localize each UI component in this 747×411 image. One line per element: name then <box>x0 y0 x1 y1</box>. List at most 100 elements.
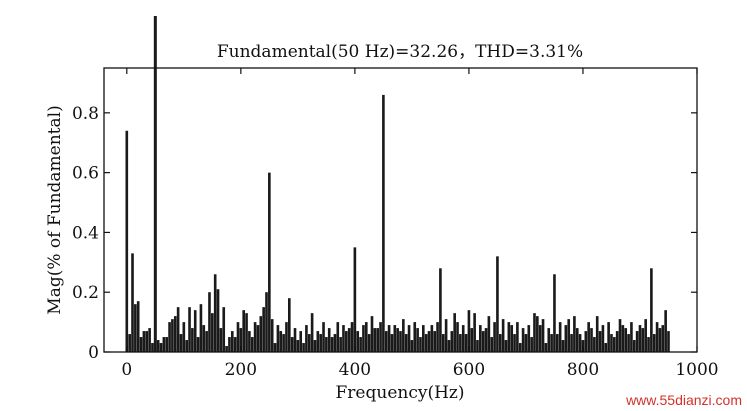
harmonic-bar <box>196 337 200 352</box>
harmonic-bar <box>479 325 482 352</box>
harmonic-bar <box>453 313 456 352</box>
harmonic-bar <box>305 325 308 352</box>
harmonic-bar <box>171 319 174 352</box>
harmonic-bar <box>179 334 183 352</box>
harmonic-bar <box>370 316 374 352</box>
harmonic-bar <box>419 337 422 352</box>
harmonic-bar <box>299 331 303 352</box>
harmonic-bar <box>259 316 263 352</box>
harmonic-bar <box>211 313 214 352</box>
harmonic-bar <box>253 322 257 352</box>
x-tick-label: 0 <box>121 360 132 380</box>
harmonic-bar <box>379 322 382 352</box>
harmonic-bar <box>641 328 645 352</box>
harmonic-bar <box>493 322 496 352</box>
harmonic-bar <box>242 310 246 352</box>
harmonic-bar <box>584 331 588 352</box>
harmonic-bar <box>555 334 559 352</box>
harmonic-bar <box>587 322 590 352</box>
harmonic-bar <box>558 322 562 352</box>
harmonic-bar <box>613 337 616 352</box>
harmonic-bar <box>325 337 328 352</box>
harmonic-bar <box>191 328 194 352</box>
harmonic-bar <box>145 331 149 352</box>
harmonic-bar <box>205 331 208 352</box>
harmonic-bar <box>439 268 442 352</box>
harmonic-bar <box>564 325 568 352</box>
harmonic-bar <box>228 337 231 352</box>
harmonic-bar <box>533 313 536 352</box>
harmonic-bar <box>598 331 602 352</box>
harmonic-bar <box>208 292 211 352</box>
harmonic-bar <box>513 334 516 352</box>
harmonic-bar <box>216 289 220 352</box>
harmonic-bar <box>148 328 151 352</box>
harmonic-bar <box>213 274 217 352</box>
harmonic-bar <box>635 331 639 352</box>
harmonic-bar <box>473 313 476 352</box>
harmonic-bar <box>490 337 494 352</box>
harmonic-bar <box>416 328 419 352</box>
harmonic-bar <box>476 340 479 352</box>
harmonic-bar <box>647 337 650 352</box>
harmonic-bar <box>410 340 414 352</box>
harmonic-bar <box>430 325 434 352</box>
harmonic-bar <box>390 334 394 352</box>
harmonic-bar <box>570 334 573 352</box>
harmonic-bar <box>356 331 360 352</box>
y-tick-label: 0.8 <box>72 104 99 124</box>
plot-frame <box>103 67 698 353</box>
harmonic-bar <box>282 334 285 352</box>
harmonic-bar <box>222 307 226 352</box>
harmonic-bar <box>516 322 519 352</box>
harmonic-bar <box>652 334 656 352</box>
harmonic-bar <box>456 322 459 352</box>
x-tick-label: 400 <box>339 360 371 380</box>
harmonic-bar <box>339 337 342 352</box>
harmonic-bar <box>590 328 593 352</box>
harmonic-bar <box>193 310 197 352</box>
harmonic-bar <box>527 325 531 352</box>
harmonic-bar <box>350 322 354 352</box>
harmonic-bar <box>359 337 362 352</box>
harmonic-bar <box>265 292 268 352</box>
harmonic-bar <box>461 325 465 352</box>
harmonic-bar <box>467 310 471 352</box>
harmonic-bar <box>347 328 351 352</box>
x-tick-label: 200 <box>225 360 257 380</box>
harmonic-bar <box>524 334 528 352</box>
harmonic-bar <box>422 325 425 352</box>
harmonic-bar <box>664 310 667 352</box>
harmonic-bar <box>230 331 234 352</box>
watermark: www.55dianzi.com <box>625 392 742 408</box>
harmonic-bar <box>399 331 402 352</box>
harmonic-bar <box>316 331 320 352</box>
harmonic-bar <box>593 337 596 352</box>
harmonic-bar <box>176 307 180 352</box>
harmonic-bar <box>504 340 508 352</box>
harmonic-bar <box>541 319 545 352</box>
harmonic-bar <box>330 337 334 352</box>
x-axis: 0 200 400 600 800 1000 <box>121 68 719 380</box>
harmonic-bar <box>610 334 613 352</box>
harmonic-bar <box>159 343 163 352</box>
harmonic-bar <box>630 322 633 352</box>
harmonic-bar <box>310 313 314 352</box>
harmonic-bar <box>650 268 653 352</box>
harmonic-bar <box>518 343 522 352</box>
harmonic-bar <box>402 319 405 352</box>
harmonic-bar <box>427 331 431 352</box>
harmonic-bar <box>382 94 385 352</box>
harmonic-bar <box>547 328 551 352</box>
harmonic-bar <box>185 340 188 352</box>
harmonic-bar <box>336 322 340 352</box>
harmonic-bar <box>364 322 368 352</box>
y-tick-label: 0.6 <box>72 164 99 184</box>
harmonic-bar <box>156 340 160 352</box>
harmonic-bar <box>667 331 670 352</box>
harmonic-bar <box>128 334 131 352</box>
harmonic-bar <box>225 346 228 352</box>
harmonic-bar <box>387 325 391 352</box>
harmonic-bar <box>424 334 428 352</box>
harmonic-bar <box>413 322 417 352</box>
